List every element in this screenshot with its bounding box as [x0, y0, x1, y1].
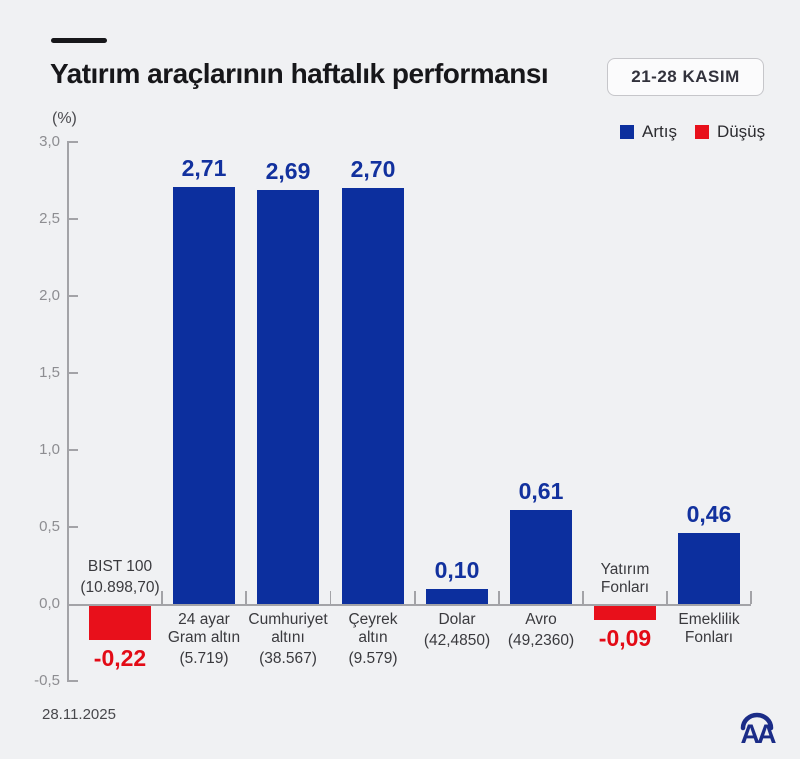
bar-category-name-line: Dolar [438, 611, 476, 628]
y-tick [67, 295, 78, 297]
y-tick [67, 526, 78, 528]
bar-category-detail: (42,4850) [423, 632, 491, 649]
publish-date: 28.11.2025 [42, 706, 116, 723]
svg-text:AA: AA [741, 719, 776, 749]
page-title: Yatırım araçlarının haftalık performansı [50, 58, 549, 89]
y-tick-label: 0,0 [39, 595, 60, 612]
bar-category-label: Cumhuriyet altını (38.567) [218, 611, 358, 668]
y-tick-label: 2,0 [39, 287, 60, 304]
bar-category-detail: (49,2360) [507, 632, 575, 649]
bar-category-name-line: altını [271, 629, 305, 646]
bar-category-detail: (10.898,70) [80, 579, 160, 596]
bar-category-name-line: 24 ayar [178, 611, 230, 628]
bar-category-detail: (5.719) [179, 650, 229, 667]
x-boundary-tick [329, 591, 332, 604]
bar-category-label: Çeyrek altın (9.579) [303, 611, 443, 668]
bar-category-name-line: Çeyrek [348, 611, 398, 628]
bar-category-name-line: Cumhuriyet [248, 611, 328, 628]
x-boundary-tick [750, 591, 752, 604]
x-axis-line [67, 604, 751, 606]
bar [510, 510, 572, 604]
x-boundary-tick [414, 591, 416, 604]
bar [173, 187, 235, 604]
aa-agency-logo: AA [741, 712, 779, 749]
bar-value-label: -0,22 [93, 645, 147, 671]
x-boundary-tick [666, 591, 668, 604]
y-tick-label: 1,0 [39, 441, 60, 458]
bar [678, 533, 740, 604]
y-tick [67, 218, 78, 220]
y-tick-label: 2,5 [39, 210, 60, 227]
bar-category-label: Avro (49,2360) [471, 611, 611, 650]
y-axis-line [67, 142, 69, 681]
bar-value-label: 0,10 [434, 557, 480, 583]
bar [594, 606, 656, 620]
title-accent-dash [51, 38, 107, 43]
bar-category-name-line: altın [358, 629, 388, 646]
increase-swatch-icon [620, 125, 634, 139]
y-tick-label: -0,5 [34, 672, 60, 689]
y-tick [67, 449, 78, 451]
bar-category-name-line: BIST 100 [87, 558, 153, 575]
bar-category-name-line: Fonları [684, 629, 734, 646]
bar-value-label: 2,69 [265, 158, 311, 184]
bar-category-label: Emeklilik Fonları [639, 611, 779, 647]
bar-category-name-line: Emeklilik [678, 611, 740, 628]
bar-category-detail: (38.567) [259, 650, 317, 667]
y-axis-unit-label: (%) [52, 110, 77, 127]
legend: Artış Düşüş [620, 122, 765, 142]
legend-decrease-label: Düşüş [716, 122, 766, 141]
bar-value-label: 2,71 [181, 155, 227, 181]
x-boundary-tick [161, 591, 163, 604]
x-boundary-tick [245, 591, 247, 604]
legend-increase-label: Artış [642, 122, 677, 141]
date-range-label: 21-28 KASIM [631, 67, 740, 86]
bar-value-label: -0,09 [598, 625, 652, 651]
bar-category-label: 24 ayar Gram altın (5.719) [134, 611, 274, 668]
legend-item-decrease: Düşüş [694, 122, 766, 142]
bar-value-label: 0,46 [686, 501, 732, 527]
bar-category-name-line: Gram altın [167, 629, 241, 646]
bar-category-label: Dolar (42,4850) [387, 611, 527, 650]
bar [342, 188, 404, 604]
y-tick-label: 1,5 [39, 364, 60, 381]
y-tick-label: 0,5 [39, 518, 60, 535]
x-boundary-tick [582, 591, 584, 604]
bar-category-label: BIST 100 (10.898,70) [50, 558, 190, 597]
y-tick [67, 372, 78, 374]
bar-value-label: 2,70 [350, 156, 396, 182]
bar-category-name-line: Fonları [600, 579, 650, 596]
date-range-badge: 21-28 KASIM [607, 58, 764, 96]
bar-category-name-line: Avro [525, 611, 557, 628]
y-tick-label: 3,0 [39, 133, 60, 150]
decrease-swatch-icon [694, 125, 709, 139]
bar [257, 190, 319, 604]
legend-item-increase: Artış [620, 122, 677, 142]
x-boundary-tick [498, 591, 500, 604]
bar [426, 589, 488, 604]
bar-category-name-line: Yatırım [600, 561, 650, 578]
bar-value-label: 0,61 [518, 478, 564, 504]
y-tick [67, 680, 78, 682]
bar-category-detail: (9.579) [348, 650, 398, 667]
bar-category-label: Yatırım Fonları [555, 561, 695, 597]
y-tick [67, 141, 78, 143]
bar [89, 606, 151, 640]
